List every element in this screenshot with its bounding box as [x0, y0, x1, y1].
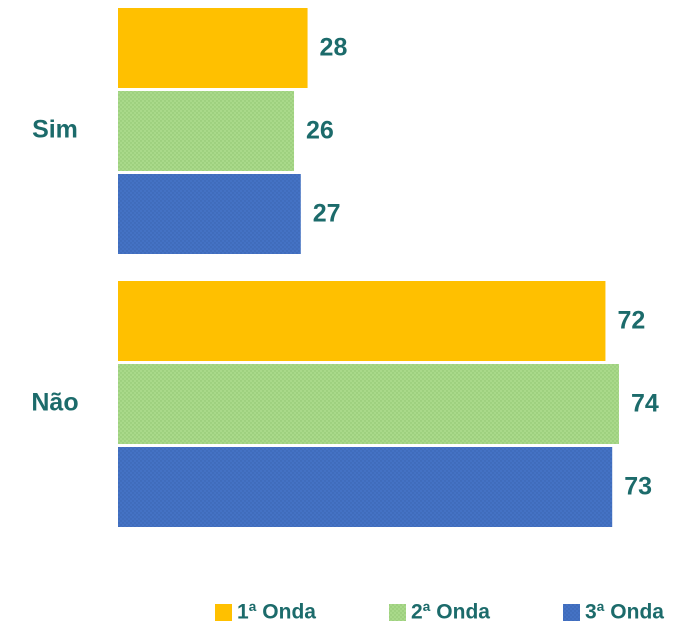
bar	[118, 174, 301, 254]
bar	[118, 364, 619, 444]
category-label: Sim	[32, 116, 78, 144]
legend-swatch	[389, 604, 406, 621]
value-label: 28	[320, 34, 348, 62]
legend-label: 2ª Onda	[411, 601, 490, 624]
bar	[118, 91, 295, 171]
value-label: 72	[617, 307, 645, 335]
value-label: 27	[313, 200, 341, 228]
bar	[118, 8, 308, 88]
legend-label: 3ª Onda	[585, 601, 664, 624]
bar	[118, 447, 613, 527]
category-label: Não	[31, 389, 78, 417]
value-label: 73	[624, 473, 652, 501]
bar	[118, 281, 606, 361]
legend-swatch	[563, 604, 580, 621]
value-label: 26	[306, 117, 334, 145]
value-label: 74	[631, 390, 659, 418]
legend-swatch	[215, 604, 232, 621]
legend-label: 1ª Onda	[237, 601, 316, 624]
